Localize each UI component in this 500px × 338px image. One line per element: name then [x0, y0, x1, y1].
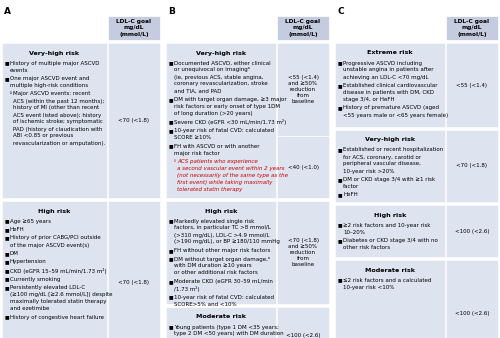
Text: 10-year risk of fatal CVD: calculated: 10-year risk of fatal CVD: calculated [174, 128, 274, 133]
Text: DM: DM [10, 251, 19, 256]
Text: ≤2 risk factors and a calculated: ≤2 risk factors and a calculated [343, 277, 432, 283]
Text: ■: ■ [5, 251, 10, 256]
Bar [2, 43, 107, 198]
Text: (>190 mg/dL), or BP ≥180/110 mmHg: (>190 mg/dL), or BP ≥180/110 mmHg [174, 240, 280, 244]
Text: DM or CKD stage 3/4 with ≥1 risk: DM or CKD stage 3/4 with ≥1 risk [343, 177, 435, 182]
Bar [166, 307, 276, 338]
Text: ■: ■ [338, 193, 342, 197]
Text: ■: ■ [169, 218, 173, 223]
Text: (>310 mg/dL), LDL-C >4.9 mmol/L: (>310 mg/dL), LDL-C >4.9 mmol/L [174, 233, 270, 238]
Text: ■: ■ [5, 285, 10, 290]
Text: 10–20%: 10–20% [343, 230, 365, 235]
Text: <70 (<1.8): <70 (<1.8) [456, 164, 488, 169]
Text: ■: ■ [169, 257, 173, 262]
Text: <70 (<1.8)
and ≥50%
reduction
from
baseline: <70 (<1.8) and ≥50% reduction from basel… [288, 238, 318, 267]
Text: Severe CKD (eGFR <30 mL/min/1.73 m²): Severe CKD (eGFR <30 mL/min/1.73 m²) [174, 119, 286, 125]
Text: <100 (<2.6): <100 (<2.6) [455, 311, 489, 315]
Text: revascularization or amputation).: revascularization or amputation). [13, 141, 106, 145]
Text: ■: ■ [169, 97, 173, 102]
Bar [108, 201, 160, 338]
Text: 10-year risk <10%: 10-year risk <10% [343, 285, 394, 290]
Text: <55 (<1.4)
and ≥50%
reduction
from
baseline: <55 (<1.4) and ≥50% reduction from basel… [288, 75, 318, 104]
Text: ◦: ◦ [172, 159, 176, 164]
Text: History of prior CABG/PCI outside: History of prior CABG/PCI outside [10, 236, 101, 241]
Text: ■: ■ [169, 248, 173, 253]
Bar [446, 16, 498, 40]
Text: ■: ■ [169, 144, 173, 148]
Bar [335, 205, 445, 257]
Text: Young patients (type 1 DM <35 years;: Young patients (type 1 DM <35 years; [174, 324, 279, 330]
Text: <70 (<1.8): <70 (<1.8) [118, 118, 150, 123]
Text: One major ASCVD event and: One major ASCVD event and [10, 76, 90, 81]
Bar [277, 201, 329, 304]
Bar [446, 43, 498, 127]
Text: HeFH: HeFH [343, 193, 358, 197]
Text: or other additional risk factors: or other additional risk factors [174, 270, 258, 275]
Text: LDL-C goal
mg/dL
(mmol/L): LDL-C goal mg/dL (mmol/L) [116, 19, 152, 37]
Text: ■: ■ [169, 324, 173, 330]
Text: Established or recent hospitalization: Established or recent hospitalization [343, 147, 444, 152]
Text: ABI <0.85 or previous: ABI <0.85 or previous [13, 134, 73, 139]
Text: events: events [10, 68, 29, 72]
Bar [2, 201, 107, 338]
Text: Moderate CKD (eGFR 30–59 mL/min: Moderate CKD (eGFR 30–59 mL/min [174, 279, 273, 284]
Text: LDL-C goal
mg/dL
(mmol/L): LDL-C goal mg/dL (mmol/L) [454, 19, 490, 37]
Text: DM with target organ damage, ≥3 major: DM with target organ damage, ≥3 major [174, 97, 286, 102]
Text: ■: ■ [338, 61, 342, 66]
Text: ■: ■ [5, 314, 10, 319]
Text: ■: ■ [5, 76, 10, 81]
Text: ■: ■ [169, 61, 173, 66]
Bar [277, 307, 329, 338]
Text: for ACS, coronary, carotid or: for ACS, coronary, carotid or [343, 154, 421, 160]
Text: risk factors or early onset of type 1DM: risk factors or early onset of type 1DM [174, 104, 280, 109]
Bar [108, 16, 160, 40]
Text: A: A [4, 7, 11, 16]
Bar [335, 43, 445, 127]
Text: Documented ASCVD, either clinical: Documented ASCVD, either clinical [174, 61, 270, 66]
Text: disease in patients with DM, CKD: disease in patients with DM, CKD [343, 90, 434, 95]
Text: or unequivocal on imagingᵃ: or unequivocal on imagingᵃ [174, 68, 250, 72]
Text: ■: ■ [338, 83, 342, 88]
Text: ■: ■ [169, 294, 173, 299]
Text: ■: ■ [5, 61, 10, 66]
Text: ◦: ◦ [8, 92, 12, 97]
Text: Progressive ASCVD including: Progressive ASCVD including [343, 61, 422, 66]
Text: B: B [168, 7, 175, 16]
Bar [277, 43, 329, 136]
Bar [335, 130, 445, 202]
Text: a second vascular event within 2 years: a second vascular event within 2 years [177, 166, 284, 171]
Text: Very-high risk: Very-high risk [365, 138, 415, 143]
Text: SCORE ≥10%: SCORE ≥10% [174, 135, 211, 140]
Text: ■: ■ [338, 222, 342, 227]
Text: Markedly elevated single risk: Markedly elevated single risk [174, 218, 254, 223]
Text: ACS event listed above); history: ACS event listed above); history [13, 113, 101, 118]
Text: ■: ■ [338, 277, 342, 283]
Text: (ie, previous ACS, stable angina,: (ie, previous ACS, stable angina, [174, 74, 264, 79]
Text: History of multiple major ASCVD: History of multiple major ASCVD [10, 61, 100, 66]
Text: and TIA, and PAD: and TIA, and PAD [174, 89, 222, 94]
Text: High risk: High risk [38, 209, 70, 214]
Text: tolerated statin therapy: tolerated statin therapy [177, 187, 242, 192]
Text: ACS (within the past 12 months);: ACS (within the past 12 months); [13, 98, 104, 103]
Text: FH without other major risk factors: FH without other major risk factors [174, 248, 270, 253]
Text: SCORE>5% and <10%: SCORE>5% and <10% [174, 301, 236, 307]
Text: peripheral vascular disease,: peripheral vascular disease, [343, 162, 421, 167]
Bar [108, 43, 160, 198]
Text: of long duration (>20 years): of long duration (>20 years) [174, 111, 252, 116]
Text: 10-year risk >20%: 10-year risk >20% [343, 169, 394, 173]
Text: <100 (<2.6): <100 (<2.6) [455, 228, 489, 234]
Text: achieving an LDL-C <70 mg/dL: achieving an LDL-C <70 mg/dL [343, 74, 428, 79]
Text: Persistently elevated LDL-C: Persistently elevated LDL-C [10, 285, 85, 290]
Text: with DM duration ≥10 years: with DM duration ≥10 years [174, 264, 252, 268]
Text: PAD (history of claudication with: PAD (history of claudication with [13, 126, 102, 131]
Text: ■: ■ [338, 177, 342, 182]
Text: major risk factor: major risk factor [174, 150, 220, 155]
Text: DM without target organ damage,ᵃ: DM without target organ damage,ᵃ [174, 257, 270, 262]
Text: unstable angina in patients after: unstable angina in patients after [343, 68, 434, 72]
Text: factors, in particular TC >8 mmol/L: factors, in particular TC >8 mmol/L [174, 225, 271, 231]
Text: Currently smoking: Currently smoking [10, 276, 60, 282]
Text: Hypertension: Hypertension [10, 260, 47, 265]
Text: 10-year risk of fatal CVD: calculated: 10-year risk of fatal CVD: calculated [174, 294, 274, 299]
Text: History of congestive heart failure: History of congestive heart failure [10, 314, 104, 319]
Text: Established clinical cardiovascular: Established clinical cardiovascular [343, 83, 438, 88]
